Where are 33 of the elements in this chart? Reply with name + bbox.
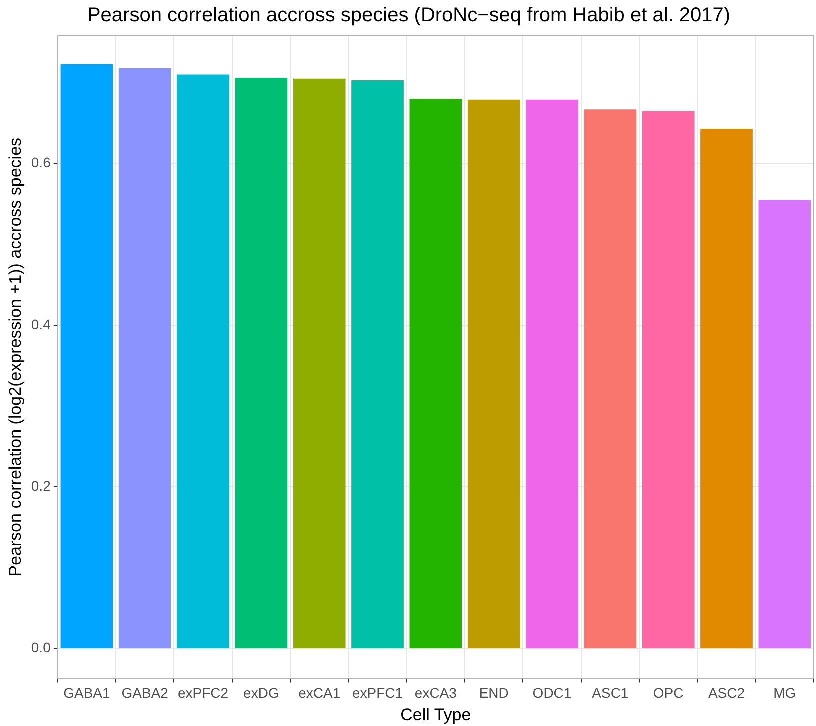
bar	[584, 110, 637, 648]
x-axis-title: Cell Type	[400, 705, 472, 724]
x-tick-label: END	[479, 685, 509, 702]
x-tick-label: exPFC2	[178, 685, 229, 702]
bar	[468, 100, 520, 648]
bar	[410, 99, 462, 648]
x-tick-label: exDG	[244, 685, 280, 702]
bar	[352, 80, 404, 648]
bar	[235, 78, 288, 648]
bar	[642, 111, 695, 648]
y-tick-label: 0.2	[31, 478, 52, 494]
bar	[60, 64, 114, 648]
y-axis-title: Pearson correlation (log2(expression +1)) accross species	[6, 138, 25, 577]
x-tick-label: GABA2	[122, 685, 169, 702]
x-tick-label: ASC1	[592, 685, 629, 702]
x-tick-label: ASC2	[708, 685, 746, 702]
y-tick-label: 0.0	[31, 640, 52, 656]
bar	[293, 78, 346, 648]
bar	[700, 128, 753, 648]
x-tick-label: MG	[774, 685, 796, 702]
x-tick-label: exCA3	[414, 685, 458, 702]
x-tick-label: exCA1	[298, 685, 341, 702]
bar	[177, 74, 230, 648]
x-tick-label: exPFC1	[352, 685, 404, 702]
bar	[118, 68, 172, 648]
bar	[526, 100, 578, 648]
y-tick-label: 0.6	[31, 154, 52, 171]
chart-title: Pearson correlation accross species (DroNc−seq from Habib et al. 2017)	[87, 4, 731, 27]
y-tick-label: 0.4	[31, 316, 52, 332]
x-tick-label: ODC1	[532, 685, 572, 702]
bar	[758, 200, 812, 648]
x-tick-label: GABA1	[64, 685, 110, 702]
x-tick-label: OPC	[653, 685, 684, 702]
